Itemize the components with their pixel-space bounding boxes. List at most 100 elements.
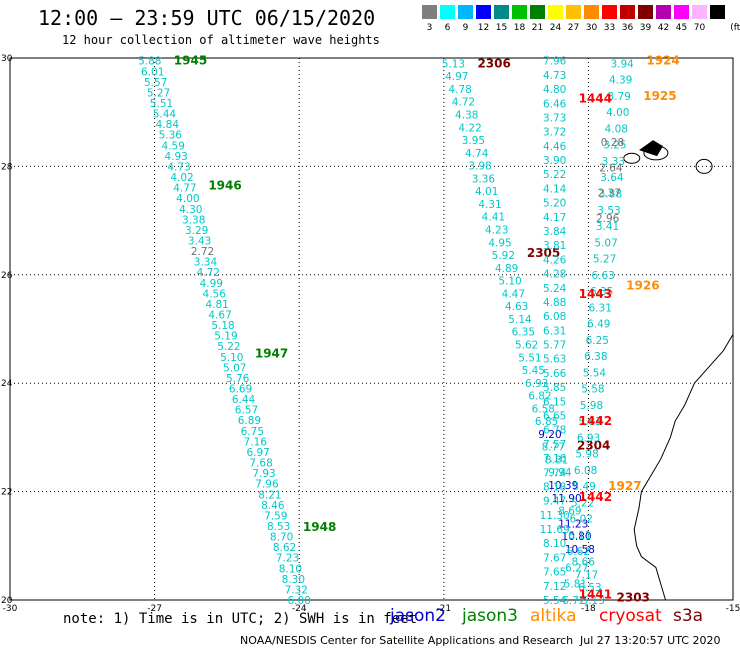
wave-height-label: 4.67	[208, 309, 231, 321]
wave-height-label: 4.88	[543, 297, 566, 309]
wave-height-label: 3.36	[472, 173, 496, 185]
wave-height-label: 5.58	[581, 384, 604, 396]
wave-height-label: 6.93	[525, 378, 548, 390]
legend-level-label: 45	[675, 23, 688, 33]
wave-height-label: 7.16	[244, 436, 268, 448]
wave-height-label: 5.62	[515, 339, 538, 351]
wave-height-label: 5.27	[593, 254, 616, 266]
wave-height-label: 3.98	[468, 161, 491, 173]
wave-height-label: 2.72	[191, 246, 214, 258]
wave-height-label: 10.80	[562, 531, 592, 543]
wave-height-label: 4.23	[485, 225, 508, 237]
wave-height-label: 9.20	[538, 429, 561, 441]
wave-height-label: 5.57	[144, 77, 167, 89]
wave-height-label: 5.07	[223, 362, 246, 374]
legend-level-label: 18	[513, 23, 526, 33]
legend-level-label: 27	[567, 23, 580, 33]
wave-height-label: 7.32	[285, 584, 308, 596]
legend-swatch	[674, 5, 689, 19]
legend-swatch	[530, 5, 545, 19]
wave-height-label: 6.02	[570, 514, 593, 526]
legend-level-label: 39	[639, 23, 652, 33]
legend-swatch	[512, 5, 527, 19]
wave-height-label: 5.19	[214, 331, 237, 343]
legend-level-label: 30	[585, 23, 598, 33]
legend-swatch	[584, 5, 599, 19]
wave-height-label: 8.46	[261, 500, 285, 512]
wave-height-label: 4.56	[203, 288, 227, 300]
lon-tick-label: -30	[3, 604, 18, 614]
wave-height-label: 4.95	[488, 237, 511, 249]
footer-note: note: 1) Time is in UTC; 2) SWH is in fe…	[63, 611, 418, 627]
wave-height-label: 6.44	[232, 394, 256, 406]
wave-height-label: 3.43	[188, 235, 211, 247]
legend-level-label: 70	[693, 23, 706, 33]
tenerife-island	[639, 140, 664, 157]
legend-swatch	[656, 5, 671, 19]
wave-height-label: 7.59	[264, 510, 287, 522]
pass-time-label: 1442	[579, 490, 612, 504]
wave-height-label: 6.53	[578, 582, 601, 594]
legend-level-label: 12	[477, 23, 490, 33]
pass-time-label: 1442	[579, 414, 612, 428]
wave-height-label: 8.69	[558, 506, 581, 518]
wave-height-label: 11.30	[540, 510, 570, 522]
pass-time-label: 1441	[579, 588, 612, 602]
wave-height-label: 3.88	[599, 189, 622, 201]
legend-level-label: 15	[495, 23, 508, 33]
wave-height-label: 8.53	[267, 521, 290, 533]
lon-tick-label: -15	[726, 604, 740, 614]
wave-height-label: 4.89	[495, 263, 518, 275]
wave-height-label: 4.31	[478, 199, 501, 211]
wave-height-label: 3.25	[603, 140, 626, 152]
wave-height-label: 5.83	[578, 416, 601, 428]
wave-height-label: 6.35	[512, 327, 535, 339]
pass-time-label: 1925	[643, 89, 676, 103]
lat-tick-label: 22	[1, 488, 12, 498]
wave-height-label: 4.08	[605, 123, 628, 135]
wave-height-label: 5.22	[543, 169, 566, 181]
wave-height-label: 6.11	[568, 530, 591, 542]
wave-height-label: 11.90	[552, 493, 582, 505]
wave-height-label: 8.10	[279, 563, 302, 575]
lon-tick-label: -18	[581, 604, 596, 614]
wave-height-label: 4.84	[156, 119, 180, 131]
wave-height-label: 3.84	[543, 226, 567, 238]
wave-height-label: 4.00	[176, 193, 199, 205]
wave-height-label: 3.34	[194, 257, 218, 269]
pass-time-label: 1945	[174, 54, 207, 68]
wave-height-label: 4.38	[455, 110, 478, 122]
wave-height-label: 5.18	[211, 320, 234, 332]
pass-time-label: 1948	[303, 520, 336, 534]
wave-height-label: 4.63	[505, 301, 528, 313]
wave-height-label: 4.39	[609, 75, 632, 87]
legend-jason3: jason3	[462, 606, 518, 626]
wave-height-label: 4.26	[543, 254, 567, 266]
legend-swatch	[548, 5, 563, 19]
wave-height-label: 3.79	[608, 91, 631, 103]
wave-height-label: 5.49	[572, 481, 595, 493]
wave-height-label: 4.72	[197, 267, 220, 279]
wave-height-label: 7.96	[255, 479, 279, 491]
wave-height-label: 5.81	[564, 579, 587, 591]
pass-time-label: 1444	[579, 92, 612, 106]
lat-tick-label: 30	[1, 54, 13, 64]
wave-height-label: 7.67	[543, 552, 566, 564]
wave-height-label: 3.81	[543, 240, 566, 252]
wave-height-label: 6.82	[528, 391, 551, 403]
wave-height-label: 5.20	[543, 198, 566, 210]
legend-jason2: jason2	[390, 606, 446, 626]
wave-height-label: 3.64	[600, 172, 624, 184]
legend-cryosat: cryosat	[599, 606, 662, 626]
wave-height-label: 4.93	[164, 151, 187, 163]
wave-height-label: 4.41	[482, 212, 505, 224]
wave-height-label: 3.53	[597, 205, 620, 217]
wave-height-label: 3.95	[462, 135, 485, 147]
legend-level-label: 3	[426, 23, 433, 33]
wave-height-label: 7.17	[575, 569, 598, 581]
wave-height-label: 7.93	[252, 468, 275, 480]
pass-time-label: 1946	[208, 178, 241, 192]
wave-height-label: 6.62	[567, 546, 590, 558]
map-title: 12:00 – 23:59 UTC 06/15/2020	[38, 6, 376, 30]
wave-height-label: 6.97	[246, 447, 269, 459]
